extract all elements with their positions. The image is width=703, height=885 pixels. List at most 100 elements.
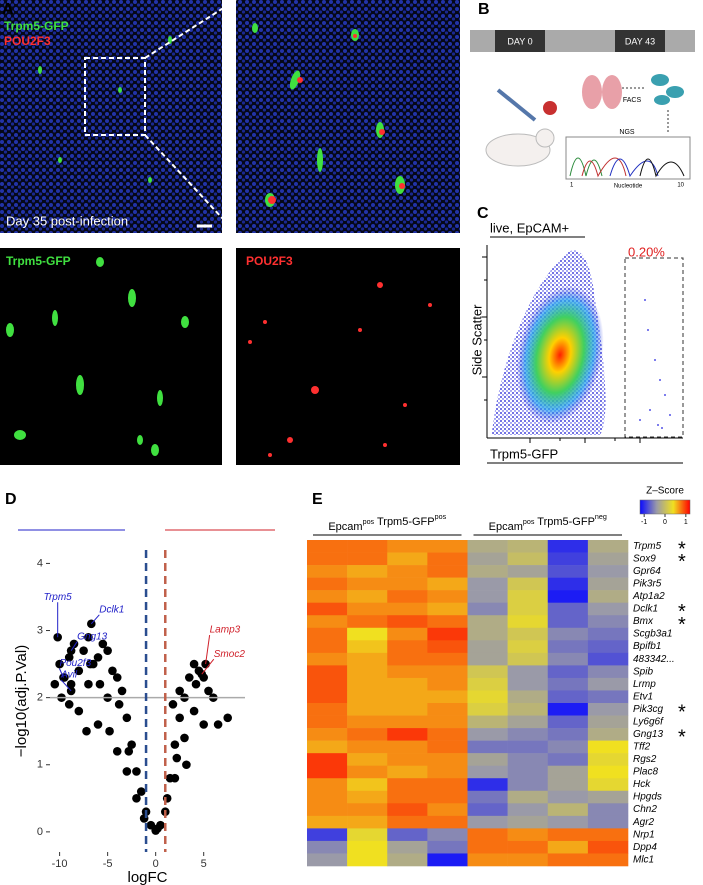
heat-cell	[467, 853, 508, 867]
heat-cell	[347, 853, 388, 867]
colorbar-tick-label: 1	[684, 519, 688, 526]
point	[184, 673, 194, 682]
point	[168, 700, 178, 709]
heat-cell	[547, 690, 589, 704]
point	[95, 679, 105, 689]
label: 1	[570, 183, 574, 189]
heat-cell	[587, 753, 629, 766]
heat-cell	[467, 540, 508, 553]
row-label: Dpp4	[633, 842, 657, 853]
heat-cell	[587, 577, 629, 591]
heat-cell	[307, 828, 348, 842]
heat-cell	[347, 790, 388, 804]
heat-cell	[307, 652, 348, 666]
heat-cell	[307, 740, 348, 754]
title: live, EpCAM+	[490, 220, 569, 235]
heat-cell	[427, 803, 468, 817]
point	[64, 653, 74, 662]
heat-cell	[467, 577, 508, 591]
zoom-line	[144, 0, 237, 59]
heat-cell	[587, 740, 629, 754]
heat-cell	[507, 665, 549, 679]
row-label: Hpgds	[633, 792, 662, 803]
heat-cell	[307, 715, 348, 729]
heat-cell	[347, 690, 388, 704]
heat-cell	[387, 677, 428, 691]
heat-cell	[547, 640, 589, 654]
heat-cell	[467, 602, 508, 616]
heat-cell	[347, 828, 388, 842]
y-tick-label: 1	[37, 759, 43, 771]
heat-cell	[587, 765, 629, 779]
heat-cell	[587, 602, 629, 616]
heat-cell	[587, 840, 629, 854]
heat-cell	[587, 828, 629, 842]
heat-cell	[347, 715, 388, 729]
heat-cell	[387, 753, 428, 766]
heat-cell	[427, 703, 468, 716]
point	[189, 659, 199, 669]
heat-cell	[307, 665, 348, 679]
heat-cell	[347, 665, 388, 679]
image	[236, 248, 460, 465]
heat-cell	[507, 740, 549, 754]
heat-cell	[307, 640, 348, 654]
heat-cell	[467, 615, 508, 629]
x-tick-label: 0	[153, 858, 159, 870]
heat-cell	[347, 590, 388, 603]
heat-cell	[347, 703, 388, 716]
heat-cell	[467, 665, 508, 679]
heat-cell	[547, 828, 589, 842]
heat-cell	[507, 803, 549, 817]
heat-cell	[347, 540, 388, 553]
gate-events	[639, 299, 671, 429]
heat-cell	[427, 815, 468, 829]
heat-cell	[387, 728, 428, 741]
heat-cell	[307, 728, 348, 741]
heat-cell	[427, 615, 468, 629]
colorbar	[639, 499, 691, 515]
point	[66, 646, 76, 655]
point	[79, 646, 88, 655]
heat-cell	[467, 765, 508, 779]
label: POU2F3	[246, 254, 293, 268]
row-label: Dclk1	[633, 604, 658, 615]
row-label: Nrp1	[633, 829, 655, 840]
heat-cell	[307, 590, 348, 603]
heat-cell	[427, 840, 468, 854]
point	[69, 639, 79, 649]
density	[516, 285, 604, 425]
heat-cell	[547, 740, 589, 754]
panel-label: A	[2, 1, 14, 18]
y-axis-label: −log10(adj.P.Val)	[13, 645, 30, 757]
heat-cell	[427, 652, 468, 666]
point	[74, 666, 84, 676]
y-tick-label: 0	[37, 826, 43, 838]
trace	[569, 157, 603, 177]
microscopy: A Trpm5-GFP POU2F3 Day 35 post-infection…	[0, 0, 460, 465]
heat-cell	[387, 565, 428, 578]
heat-cell	[307, 803, 348, 817]
colorbar-tick-label: 0	[663, 519, 667, 526]
row-label: Scgb3a1	[633, 629, 672, 640]
heat-cell	[387, 552, 428, 566]
point	[86, 659, 95, 669]
heat-cell	[307, 677, 348, 691]
y-tick-label: 4	[37, 557, 43, 569]
caption: Day 35 post-infection	[6, 213, 128, 228]
row-label: Atp1a2	[632, 591, 665, 602]
heat-cell	[547, 703, 589, 716]
y-tick-label: 2	[37, 692, 43, 704]
point	[199, 720, 208, 729]
gene-label: Gng13	[77, 631, 107, 642]
heat-cell	[387, 853, 428, 867]
mouse	[535, 128, 555, 148]
point	[98, 639, 108, 649]
heat-cell	[587, 540, 629, 553]
point	[175, 713, 184, 723]
heat-cell	[387, 840, 428, 854]
heat-cell	[547, 853, 589, 867]
panel-label: D	[5, 491, 17, 508]
heat-cell	[427, 778, 468, 792]
heat-cell	[387, 703, 428, 716]
